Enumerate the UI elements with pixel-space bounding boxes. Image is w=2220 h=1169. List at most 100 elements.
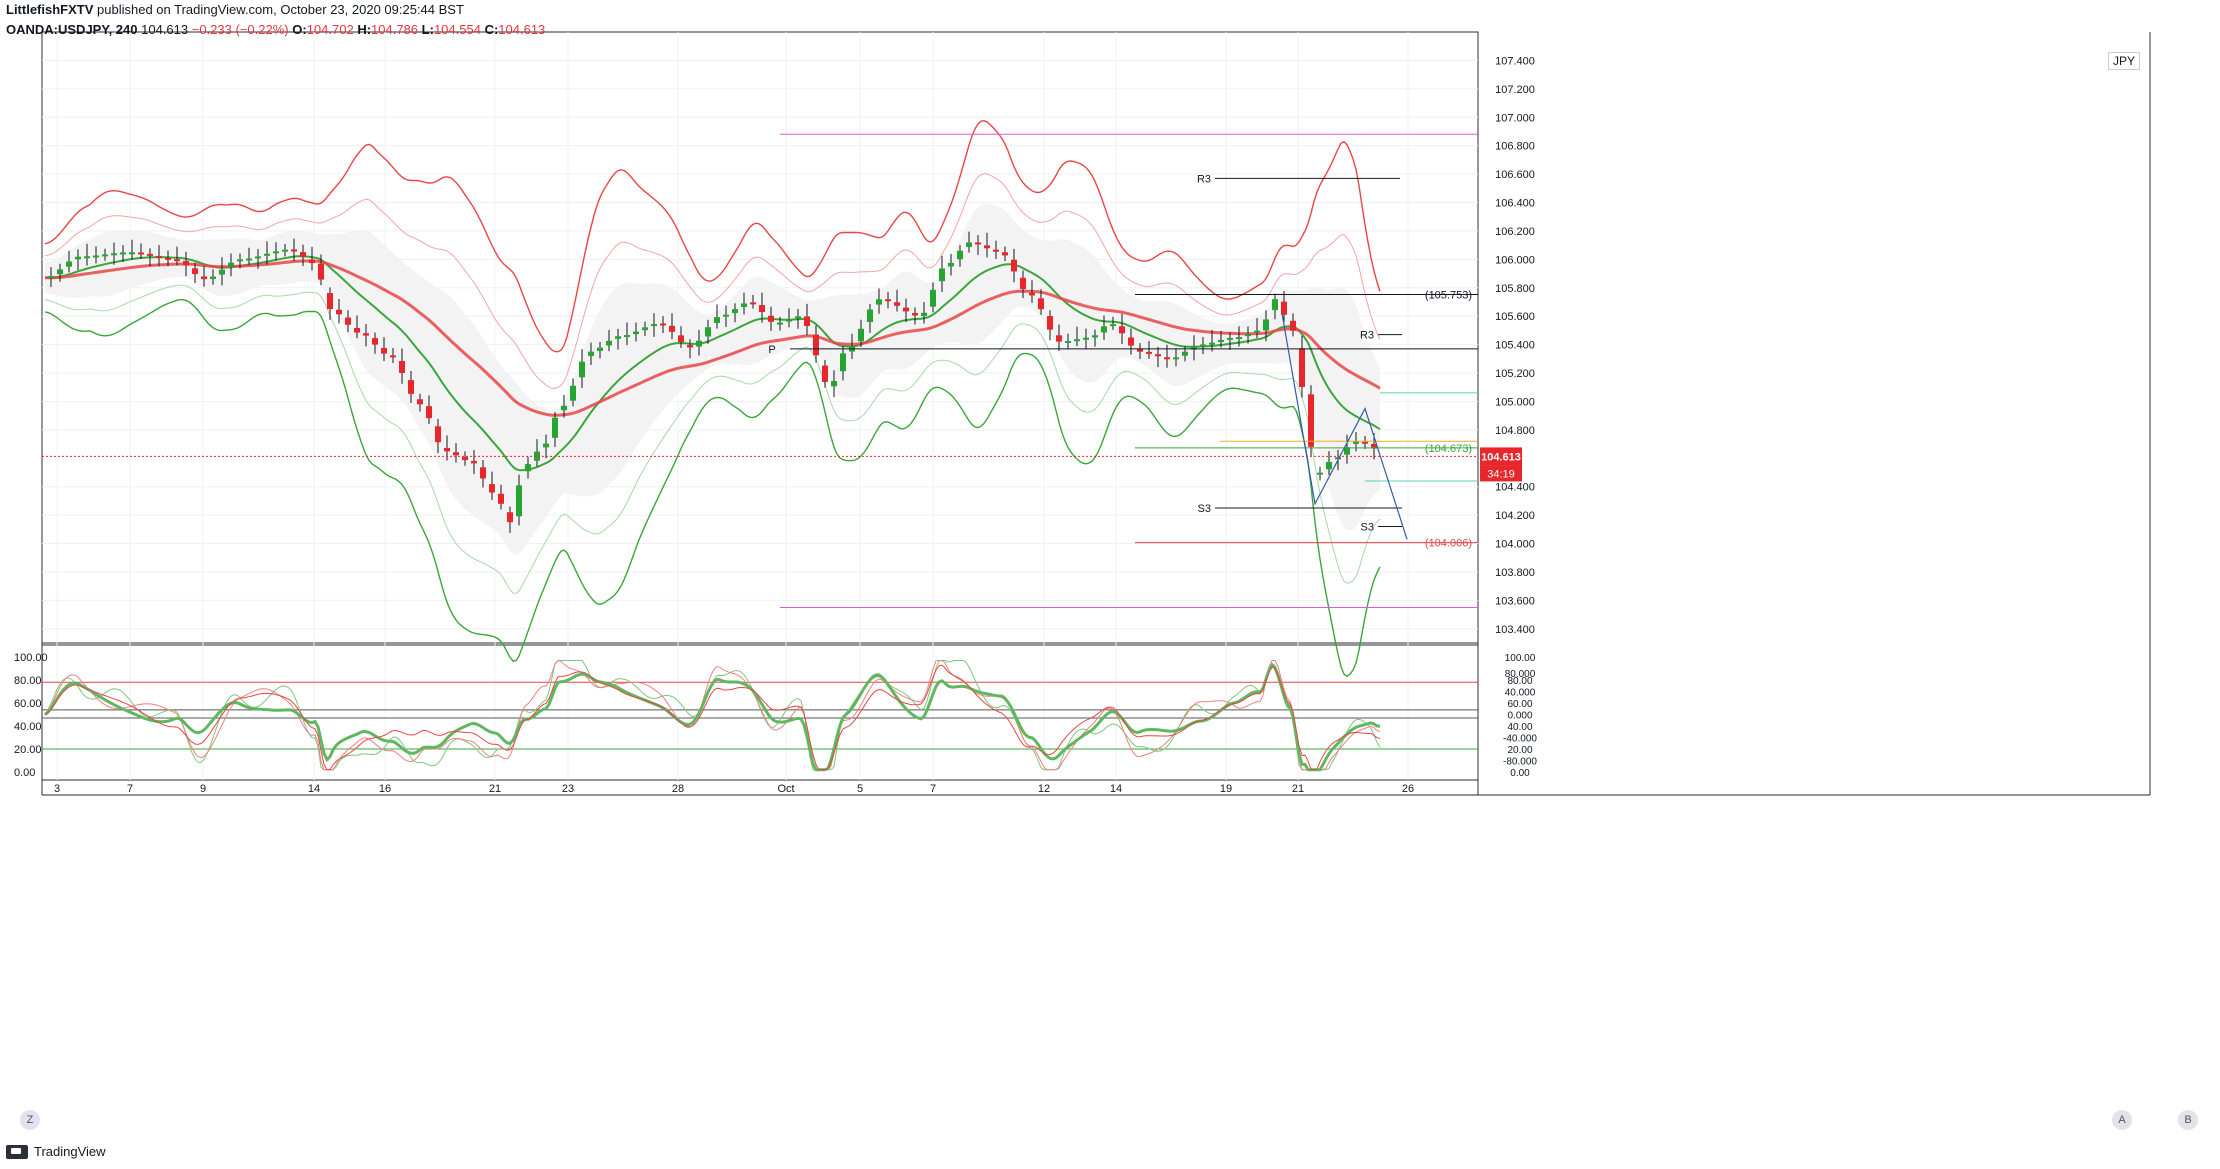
price-tick-label: 103.400 bbox=[1495, 624, 1535, 636]
open-label: O: bbox=[292, 22, 307, 37]
candle-body bbox=[588, 351, 594, 356]
candle-body bbox=[687, 344, 693, 348]
candle-body bbox=[1326, 461, 1332, 470]
countdown-tag bbox=[1480, 465, 1522, 482]
published-text: published on TradingView.com, October 23… bbox=[97, 2, 464, 17]
open-value: 104.702 bbox=[306, 22, 354, 37]
candle-body bbox=[93, 255, 99, 258]
candle-body bbox=[678, 335, 684, 343]
log-scale-button[interactable]: B bbox=[2178, 1110, 2198, 1130]
price-tick-label: 105.400 bbox=[1495, 340, 1535, 352]
osc-left-tick: 80.00 bbox=[14, 675, 42, 687]
candle-body bbox=[426, 406, 432, 419]
footer-brand[interactable]: TradingView bbox=[34, 1144, 106, 1159]
osc-right-tick: 20.00 bbox=[1507, 745, 1532, 756]
level-label: (104.006) bbox=[1425, 538, 1472, 550]
candle-body bbox=[48, 276, 54, 279]
candle-body bbox=[174, 259, 180, 262]
candle-body bbox=[957, 250, 963, 260]
price-tick-label: 103.600 bbox=[1495, 595, 1535, 607]
candle-body bbox=[525, 464, 531, 472]
time-tick-label: 7 bbox=[127, 783, 133, 795]
candle-body bbox=[1002, 252, 1008, 256]
candle-body bbox=[354, 328, 360, 333]
auto-scale-button[interactable]: A bbox=[2112, 1110, 2132, 1130]
candle-body bbox=[579, 361, 585, 378]
candle-body bbox=[507, 512, 513, 523]
level-label: (104.673) bbox=[1425, 443, 1472, 455]
candle-body bbox=[498, 493, 504, 504]
candle-body bbox=[138, 252, 144, 255]
candle-body bbox=[633, 331, 639, 335]
candle-body bbox=[1227, 337, 1233, 340]
tradingview-logo-icon[interactable] bbox=[6, 1144, 28, 1159]
candle-body bbox=[1218, 340, 1224, 343]
osc-right-tick: -40.000 bbox=[1503, 734, 1537, 745]
candle-body bbox=[1173, 357, 1179, 360]
level-label: R3 bbox=[1197, 173, 1211, 185]
candle-body bbox=[615, 336, 621, 339]
author-name[interactable]: LittlefishFXTV bbox=[6, 2, 94, 17]
candle-body bbox=[624, 335, 630, 338]
price-tick-label: 106.000 bbox=[1495, 254, 1535, 266]
time-tick-label: 21 bbox=[489, 783, 501, 795]
candle-body bbox=[939, 268, 945, 282]
candle-body bbox=[903, 307, 909, 312]
candle-body bbox=[921, 312, 927, 317]
candle-body bbox=[156, 255, 162, 258]
candle-body bbox=[885, 299, 891, 302]
candle-body bbox=[831, 381, 837, 387]
candle-body bbox=[1020, 277, 1026, 289]
osc-right-tick: 100.00 bbox=[1505, 653, 1536, 664]
candle-body bbox=[237, 259, 243, 262]
volatility-cloud bbox=[45, 203, 1380, 556]
candle-body bbox=[228, 262, 234, 268]
candle-body bbox=[750, 302, 756, 305]
candle-body bbox=[732, 309, 738, 314]
candle-body bbox=[1299, 348, 1305, 387]
change-value: −0.233 (−0.22%) bbox=[191, 22, 289, 37]
currency-badge[interactable]: JPY bbox=[2108, 52, 2141, 70]
candle-body bbox=[714, 317, 720, 323]
price-tick-label: 104.800 bbox=[1495, 425, 1535, 437]
upper-outer-band bbox=[44, 119, 1381, 353]
candle-body bbox=[1083, 337, 1089, 340]
candle-body bbox=[1353, 441, 1359, 444]
candle-body bbox=[534, 451, 540, 461]
candle-body bbox=[1065, 341, 1071, 344]
low-label: L: bbox=[421, 22, 434, 37]
candle-body bbox=[192, 268, 198, 275]
last-price-text: 104.613 bbox=[1481, 451, 1521, 463]
candle-body bbox=[642, 327, 648, 331]
candle-body bbox=[66, 261, 72, 267]
price-tick-label: 105.600 bbox=[1495, 311, 1535, 323]
price-tick-label: 106.600 bbox=[1495, 169, 1535, 181]
candle-body bbox=[867, 309, 873, 323]
candle-body bbox=[399, 360, 405, 373]
candle-body bbox=[930, 289, 936, 307]
candle-body bbox=[120, 252, 126, 255]
candle-body bbox=[1011, 259, 1017, 272]
candle-body bbox=[1029, 292, 1035, 296]
candle-body bbox=[219, 269, 225, 275]
candle-body bbox=[1191, 346, 1197, 350]
candle-body bbox=[1362, 441, 1368, 444]
candle-body bbox=[147, 253, 153, 256]
candle-body bbox=[516, 485, 522, 517]
candle-body bbox=[840, 353, 846, 372]
zoom-button[interactable]: Z bbox=[20, 1110, 40, 1130]
candle-body bbox=[1236, 337, 1242, 340]
symbol-name[interactable]: OANDA:USDJPY, 240 bbox=[6, 22, 138, 37]
lower-inner-band bbox=[44, 284, 1381, 595]
price-tick-label: 107.400 bbox=[1495, 55, 1535, 67]
candle-body bbox=[435, 426, 441, 443]
osc-left-tick: 40.00 bbox=[14, 721, 42, 733]
candle-body bbox=[363, 333, 369, 336]
footer: TradingView bbox=[6, 1144, 106, 1159]
candle-body bbox=[57, 269, 63, 275]
time-tick-label: 14 bbox=[1110, 783, 1122, 795]
candle-body bbox=[390, 355, 396, 358]
candle-body bbox=[273, 251, 279, 254]
level-label: R3 bbox=[1360, 330, 1374, 342]
